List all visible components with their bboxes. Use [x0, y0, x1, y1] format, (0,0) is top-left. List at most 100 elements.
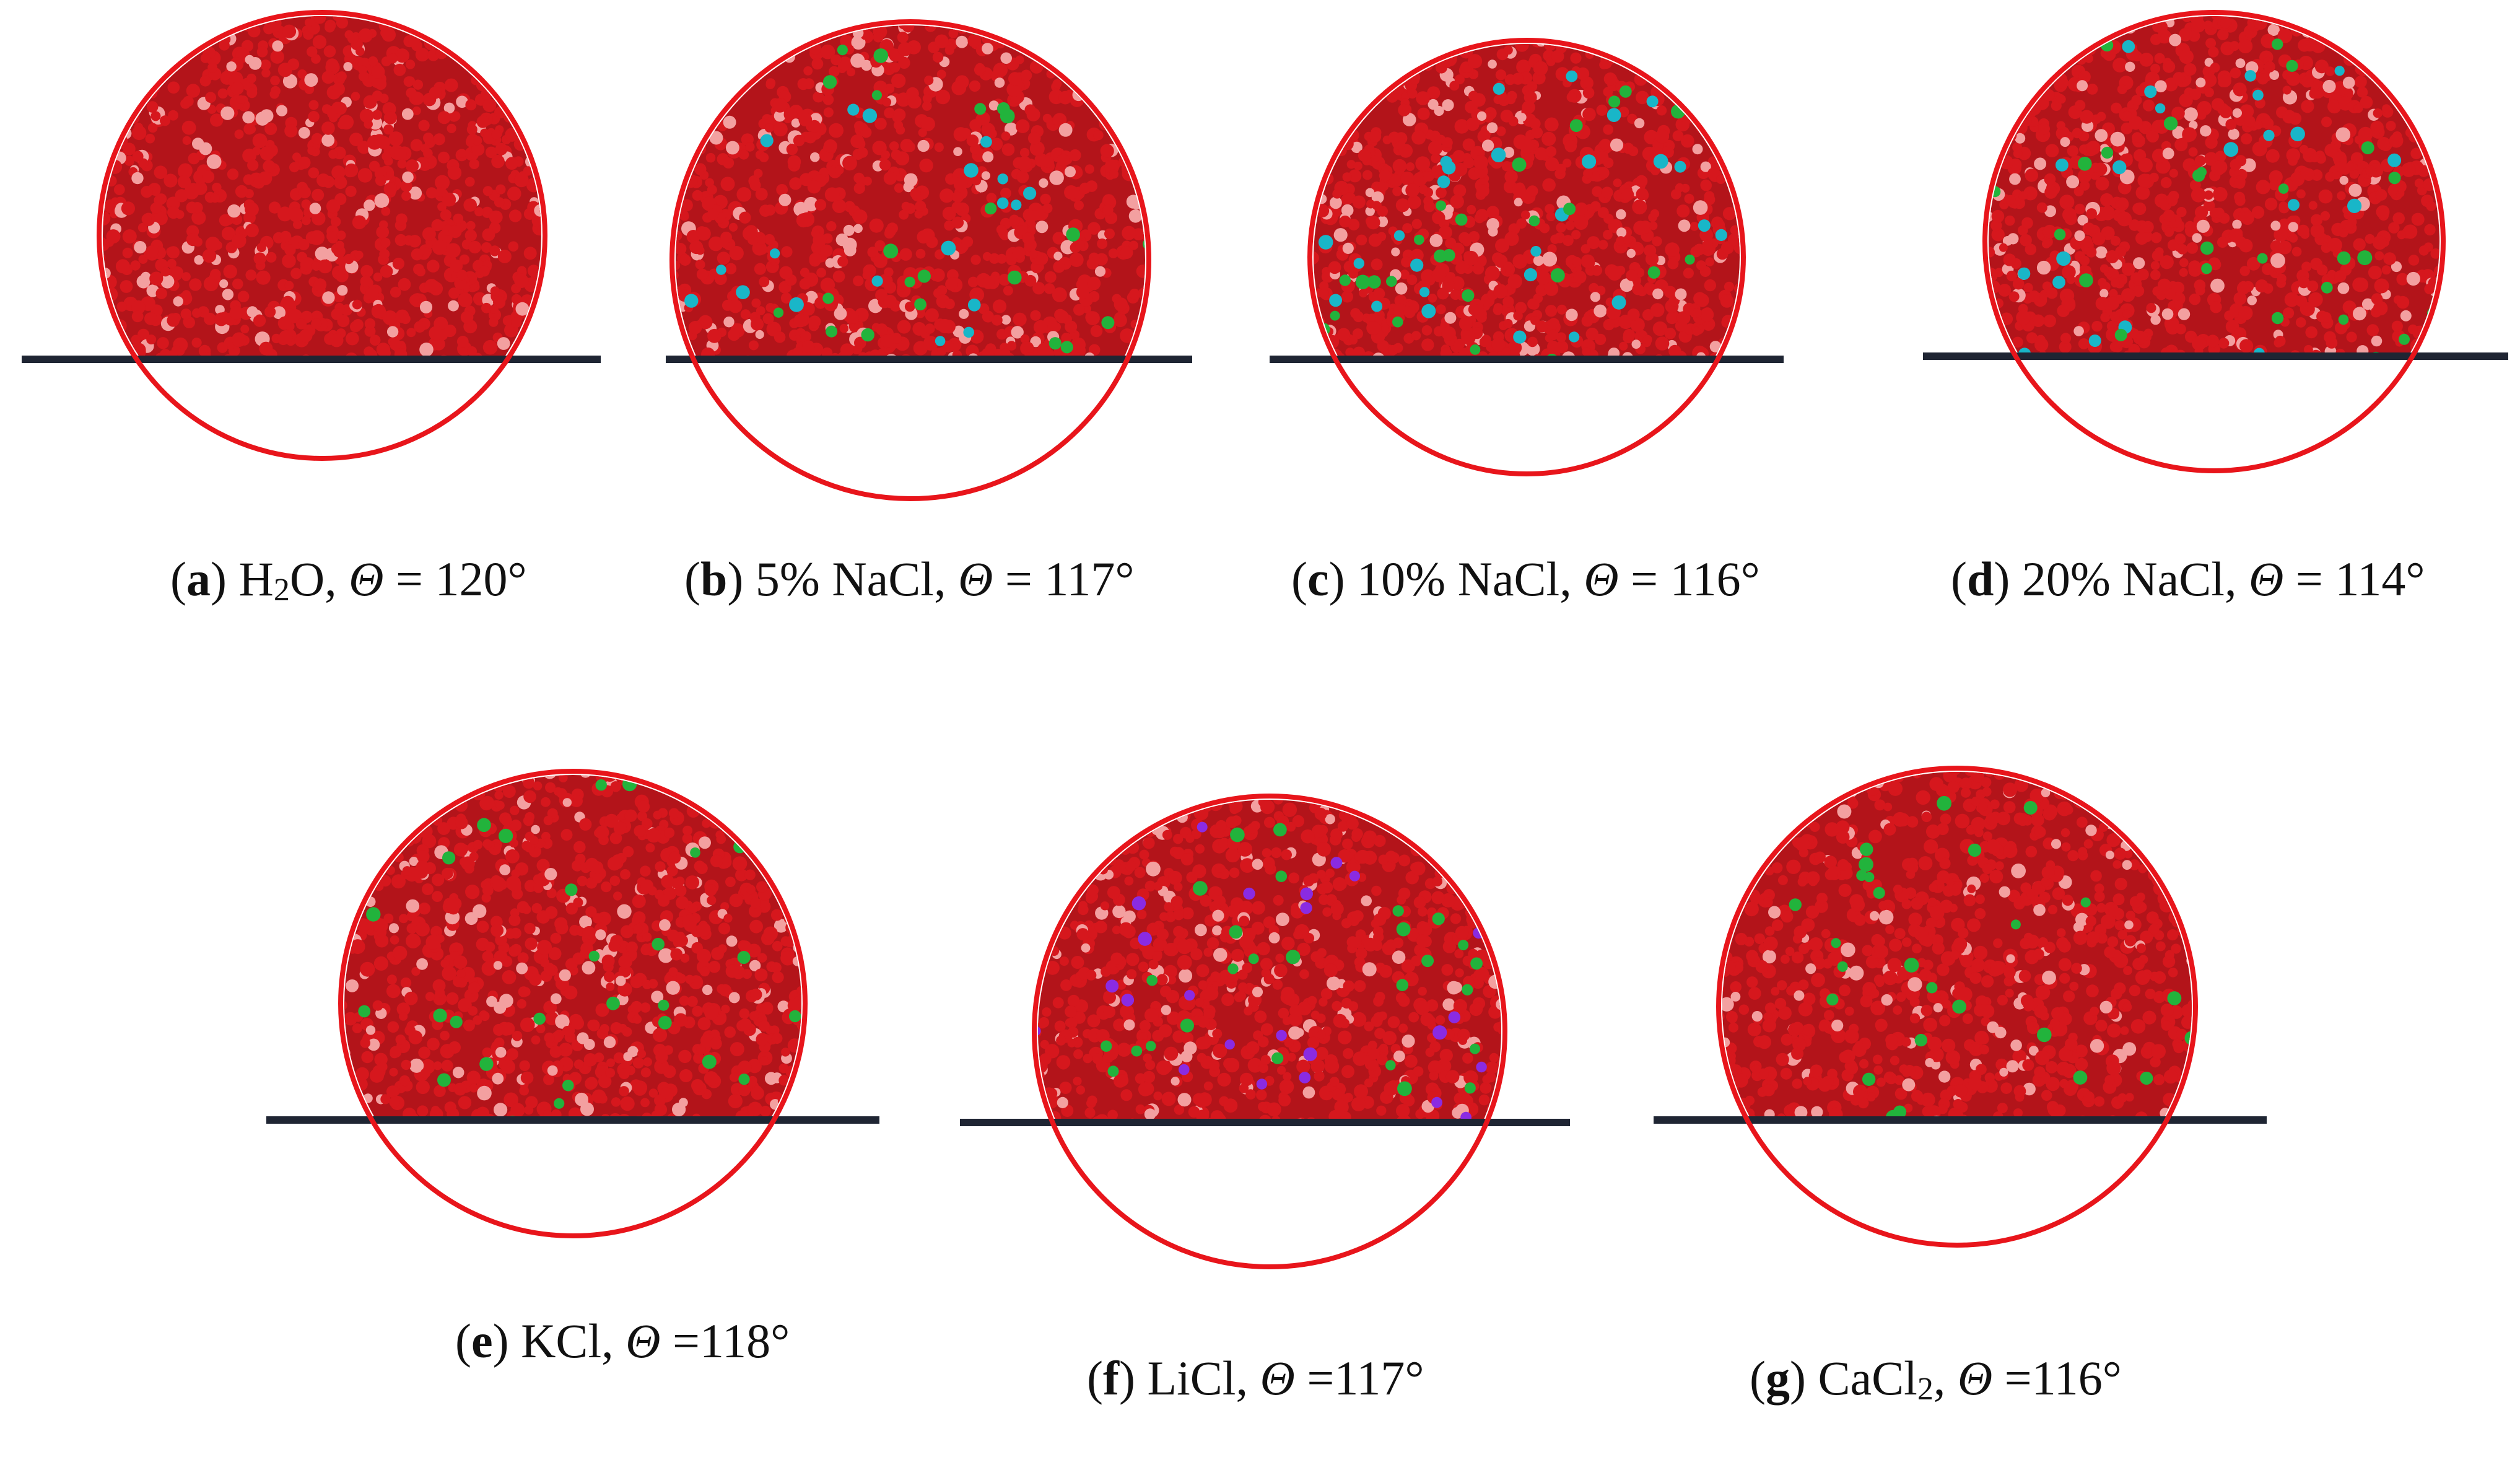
- formula: 5% NaCl: [755, 552, 934, 606]
- panel-a: [22, 0, 601, 483]
- ion-cyan: [736, 285, 750, 300]
- ion-green: [2072, 441, 2085, 454]
- ion-green: [2419, 427, 2429, 437]
- caption-letter: f: [1102, 1351, 1119, 1405]
- ion-green: [1432, 912, 1445, 925]
- ion-green: [826, 325, 838, 338]
- ion-cyan: [1023, 186, 1037, 200]
- ion-green: [1442, 248, 1455, 262]
- ion-green: [1268, 1186, 1283, 1200]
- ion-cyan: [1493, 82, 1505, 95]
- substrate-line: [1923, 352, 2508, 360]
- ion-green: [1707, 94, 1719, 106]
- ion-green: [737, 951, 751, 964]
- ion-green: [1396, 922, 1411, 937]
- droplet-simulation-d: [1923, 10, 2508, 473]
- ion-cyan: [833, 430, 844, 441]
- ion-green: [2272, 38, 2283, 50]
- ion-cyan: [1698, 219, 1711, 232]
- caption-c: (c) 10% NaCl, Θ = 116°: [1291, 552, 1760, 606]
- ion-green: [2337, 251, 2351, 265]
- ion-purple: [1131, 896, 1146, 911]
- ion-green: [2078, 157, 2092, 171]
- ion-cyan: [2056, 159, 2069, 172]
- droplet-simulation-e: [266, 769, 879, 1238]
- ion-cyan: [1611, 295, 1626, 310]
- ion-green: [1453, 411, 1467, 426]
- droplet-simulation-b: [666, 19, 1192, 501]
- contact-angle: 118°: [699, 1314, 790, 1368]
- equals: =: [660, 1314, 700, 1368]
- droplet-body: [1038, 800, 1501, 1204]
- ion-green: [1101, 316, 1115, 330]
- ion-cyan: [996, 197, 1009, 209]
- ion-green: [2321, 281, 2333, 294]
- ion-cyan: [808, 448, 823, 463]
- ion-green: [1647, 266, 1660, 279]
- ion-green: [1386, 276, 1397, 287]
- ion-green: [1315, 51, 1328, 64]
- ion-cyan: [684, 294, 699, 308]
- ion-purple: [1299, 1072, 1311, 1083]
- ion-purple: [1243, 887, 1255, 900]
- ion-cyan: [1421, 369, 1433, 381]
- formula-subscript: 2: [1917, 1372, 1934, 1407]
- caption-letter: e: [471, 1314, 493, 1368]
- ion-cyan: [2155, 103, 2166, 114]
- equals: =: [1294, 1351, 1335, 1405]
- panel-f: [960, 771, 1570, 1292]
- ion-green: [1330, 310, 1340, 321]
- ion-green: [773, 1149, 783, 1159]
- ion-green: [1276, 1192, 1287, 1204]
- ion-green: [995, 364, 1007, 375]
- ion-green: [1722, 1090, 1732, 1103]
- droplet-body: [103, 16, 541, 357]
- ion-cyan: [2056, 251, 2071, 266]
- ion-green: [479, 1057, 494, 1071]
- ion-green: [1462, 289, 1475, 302]
- ion-green: [1528, 215, 1540, 227]
- droplet-simulation-a: [22, 10, 601, 461]
- ion-green: [2297, 376, 2310, 389]
- contact-angle: 116°: [2031, 1351, 2122, 1405]
- ion-green: [1271, 1052, 1284, 1064]
- caption-letter: g: [1765, 1351, 1790, 1405]
- ion-green: [1904, 958, 1919, 973]
- ion-green: [1140, 802, 1154, 816]
- ion-green: [1414, 234, 1424, 245]
- ion-cyan: [1471, 410, 1483, 422]
- ion-cyan: [2402, 32, 2417, 46]
- formula: KCl: [521, 1314, 602, 1368]
- ion-cyan: [1714, 44, 1729, 59]
- ion-purple: [1232, 1160, 1244, 1171]
- ion-cyan: [2252, 89, 2264, 101]
- substrate-line: [1654, 1116, 2267, 1124]
- ion-cyan: [1576, 370, 1588, 382]
- ion-cyan: [1437, 175, 1450, 188]
- ion-cyan: [2088, 335, 2101, 347]
- equals: =: [2283, 552, 2335, 606]
- ion-cyan: [2387, 153, 2402, 167]
- ion-cyan: [676, 135, 684, 150]
- panel-d: [1923, 0, 2508, 496]
- ion-cyan: [1530, 246, 1541, 257]
- ion-green: [2048, 1157, 2063, 1172]
- ion-green: [1230, 827, 1245, 842]
- fitted-circle: [1307, 38, 1746, 476]
- formula: H: [238, 552, 274, 606]
- ion-green: [995, 437, 1005, 447]
- ion-green: [639, 1196, 652, 1209]
- ion-green: [1489, 890, 1499, 901]
- ion-green: [2196, 167, 2207, 177]
- ion-cyan: [2419, 82, 2431, 94]
- ion-green: [1470, 1043, 1480, 1054]
- substrate-line: [22, 356, 601, 363]
- ion-purple: [1403, 1170, 1414, 1181]
- ion-green: [652, 937, 665, 951]
- caption-letter: b: [700, 552, 728, 606]
- equals: =: [1618, 552, 1670, 606]
- ion-green: [2065, 370, 2077, 382]
- ion-green: [1273, 823, 1287, 837]
- ion-cyan: [1084, 437, 1097, 451]
- ion-green: [1952, 999, 1966, 1014]
